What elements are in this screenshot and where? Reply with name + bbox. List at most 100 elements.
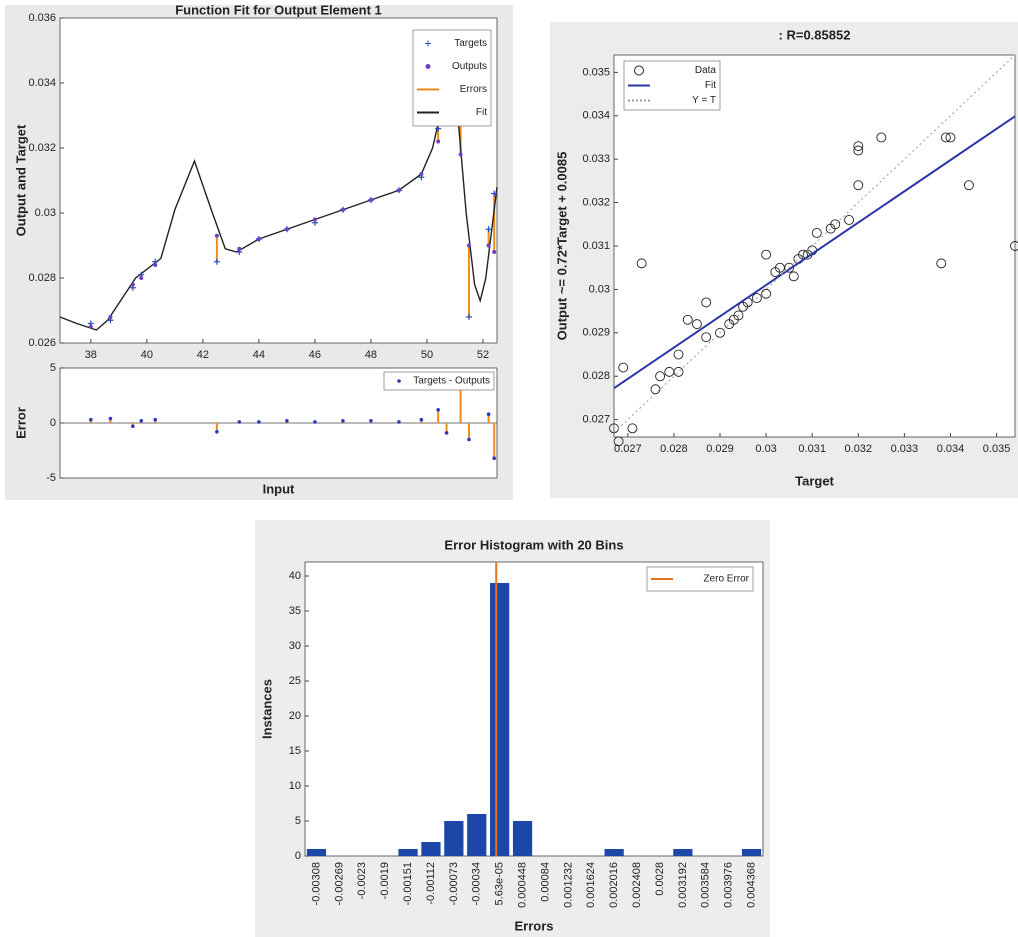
x-tick-label: 0.003192: [677, 862, 689, 908]
y-tick-label: 0.03: [589, 283, 610, 295]
output-point: [492, 250, 496, 254]
x-tick-label: 0.002016: [608, 862, 620, 908]
error-point: [467, 438, 471, 442]
x-tick-label: 0.031: [798, 443, 826, 455]
y-tick-label: 0.035: [582, 66, 610, 78]
legend-label: Fit: [705, 80, 716, 91]
legend-label: Targets - Outputs: [413, 376, 490, 387]
bar: [605, 849, 624, 856]
bar: [742, 849, 761, 856]
x-tick-label: -0.00073: [448, 862, 460, 905]
y-tick-label: 0.028: [28, 272, 56, 284]
x-tick-label: -0.00269: [333, 862, 345, 905]
error-point: [109, 417, 113, 421]
x-tick-label: 50: [421, 349, 433, 361]
x-tick-label: -0.00034: [471, 862, 483, 905]
y-tick-label: 0: [50, 417, 56, 429]
output-point: [459, 153, 463, 157]
chart-title: Error Histogram with 20 Bins: [444, 537, 623, 552]
y-tick-label: 0.034: [582, 110, 610, 122]
error-point: [237, 420, 241, 424]
x-tick-label: 52: [477, 349, 489, 361]
output-point: [369, 198, 373, 202]
y-tick-label: 0.03: [35, 207, 56, 219]
legend-swatch: [397, 379, 401, 383]
x-tick-label: 0.028: [660, 443, 688, 455]
y-tick-label: 0.029: [582, 327, 610, 339]
y-tick-label: 15: [289, 745, 301, 757]
output-point: [89, 325, 93, 329]
output-point: [139, 276, 143, 280]
output-point: [341, 208, 345, 212]
error-point: [153, 418, 157, 422]
error-point: [420, 418, 424, 422]
y-tick-label: 0.027: [582, 414, 610, 426]
x-tick-label: 0.032: [845, 443, 873, 455]
error-point: [215, 430, 219, 434]
x-tick-label: 0.003976: [723, 862, 735, 908]
x-axis-label: Errors: [514, 918, 553, 933]
x-tick-label: -0.00112: [425, 862, 437, 905]
bar: [673, 849, 692, 856]
output-point: [131, 283, 135, 287]
bar: [307, 849, 326, 856]
x-tick-label: -0.00308: [310, 862, 322, 905]
x-tick-label: -0.00151: [402, 862, 414, 905]
x-tick-label: 42: [197, 349, 209, 361]
output-point: [257, 237, 261, 241]
y-tick-label: 0: [295, 850, 301, 862]
x-tick-label: 5.63e-05: [494, 862, 506, 905]
x-tick-label: 40: [141, 349, 153, 361]
x-tick-label: 0.027: [614, 443, 642, 455]
y-tick-label: 40: [289, 570, 301, 582]
error-point: [257, 420, 261, 424]
output-point: [436, 140, 440, 144]
output-point: [215, 234, 219, 238]
output-point: [153, 263, 157, 267]
legend-label: Zero Error: [703, 574, 749, 585]
bar: [490, 583, 509, 856]
legend-label: Y = T: [692, 95, 716, 106]
y-tick-label: 35: [289, 605, 301, 617]
error-point: [397, 420, 401, 424]
x-tick-label: 0.00084: [539, 862, 551, 902]
bar: [398, 849, 417, 856]
y-tick-label: 5: [295, 815, 301, 827]
output-point: [487, 244, 491, 248]
x-tick-label: -0.0019: [379, 862, 391, 899]
legend-label: Targets: [454, 38, 487, 49]
y-axis-label: Instances: [259, 679, 274, 739]
x-axis-label: Target: [795, 473, 834, 488]
x-tick-label: 0.034: [937, 443, 965, 455]
error-point: [89, 418, 93, 422]
y-tick-label: 30: [289, 640, 301, 652]
error-point: [341, 419, 345, 423]
x-tick-label: 0.029: [706, 443, 734, 455]
chart-title: : R=0.85852: [779, 27, 851, 42]
output-point: [419, 172, 423, 176]
chart-title: Function Fit for Output Element 1: [175, 2, 382, 17]
x-tick-label: 0.003584: [700, 862, 712, 908]
y-tick-label: 0.026: [28, 337, 56, 349]
y-tick-label: 0.036: [28, 12, 56, 24]
output-point: [108, 315, 112, 319]
bar: [444, 821, 463, 856]
x-tick-label: 0.035: [983, 443, 1011, 455]
x-tick-label: 0.033: [891, 443, 919, 455]
x-axis-label: Input: [263, 481, 295, 496]
x-tick-label: 0.000448: [516, 862, 528, 908]
y-axis-label: Output ~= 0.72*Target + 0.0085: [554, 152, 569, 341]
x-tick-label: 0.004368: [745, 862, 757, 908]
legend-label: Outputs: [452, 61, 487, 72]
x-tick-label: 38: [85, 349, 97, 361]
y-tick-label: 20: [289, 710, 301, 722]
bar: [467, 814, 486, 856]
output-point: [313, 218, 317, 222]
y-tick-label: 0.028: [582, 370, 610, 382]
x-tick-label: 44: [253, 349, 265, 361]
error-point: [369, 419, 373, 423]
output-point: [237, 247, 241, 251]
y-axis-label: Output and Target: [13, 124, 28, 236]
y-tick-label: 0.032: [582, 196, 610, 208]
legend-label: Fit: [476, 107, 487, 118]
